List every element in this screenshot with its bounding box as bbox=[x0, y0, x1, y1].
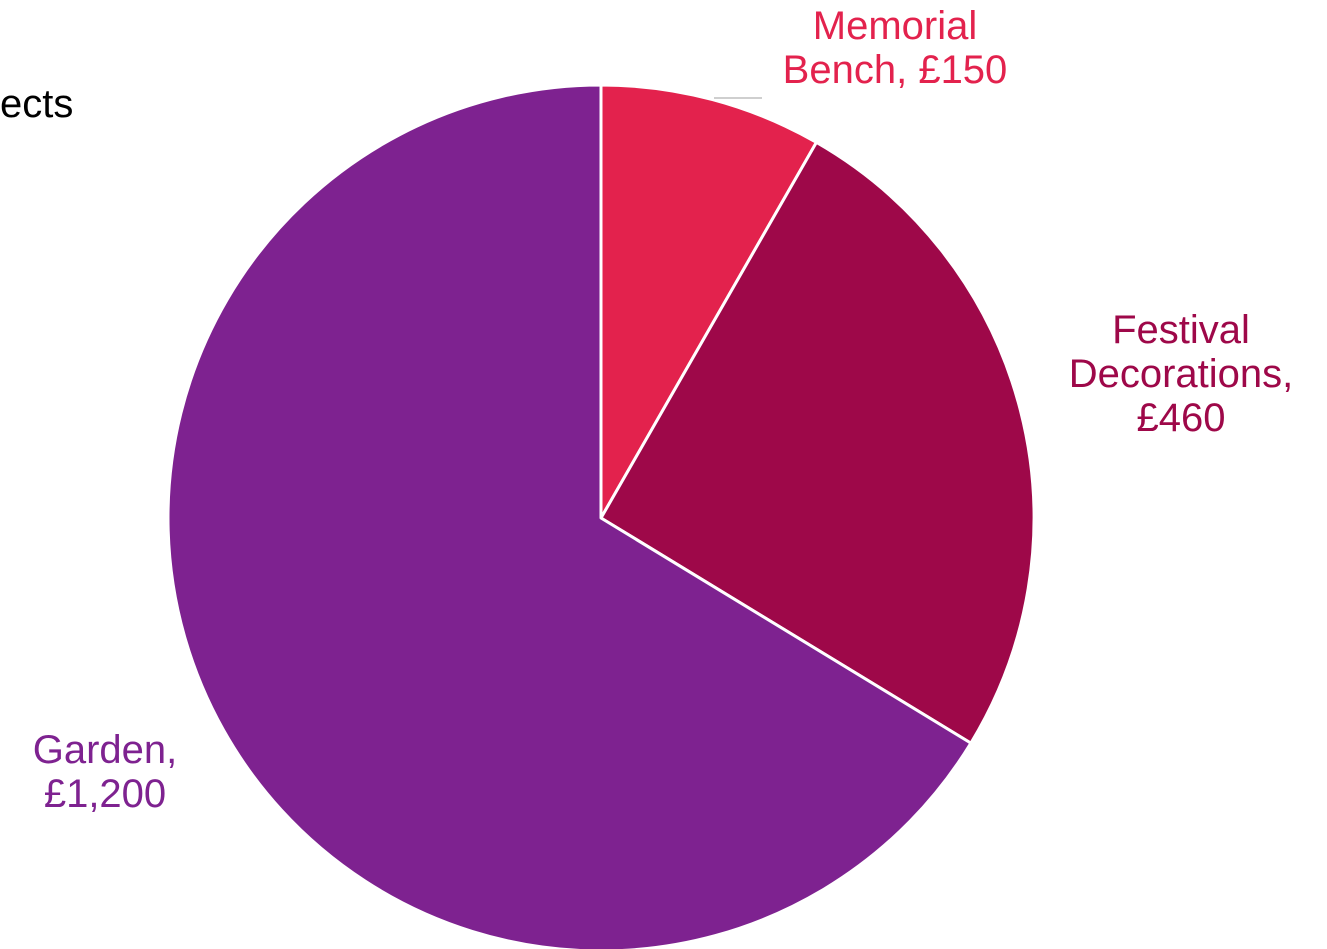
chart-title-fragment: ects bbox=[0, 82, 74, 126]
pie-slice-festival-decorations bbox=[599, 140, 1036, 745]
slice-label-line: £1,200 bbox=[43, 772, 167, 816]
slice-label-garden: Garden, £1,200 bbox=[0, 728, 210, 816]
slice-label-festival-decorations: Festival Decorations, £460 bbox=[1046, 308, 1316, 440]
slice-label-line: Memorial bbox=[812, 4, 978, 48]
slice-label-line: Garden, bbox=[32, 728, 178, 772]
slice-label-line: £460 bbox=[1136, 396, 1226, 440]
slice-label-memorial-bench: Memorial Bench, £150 bbox=[760, 4, 1030, 92]
pie-slice-memorial-bench bbox=[599, 83, 818, 520]
slice-label-line: Decorations, bbox=[1068, 352, 1294, 396]
pie-slice-garden bbox=[166, 83, 973, 949]
slice-label-line: Festival bbox=[1112, 308, 1250, 352]
slice-label-line: Bench, £150 bbox=[782, 48, 1008, 92]
